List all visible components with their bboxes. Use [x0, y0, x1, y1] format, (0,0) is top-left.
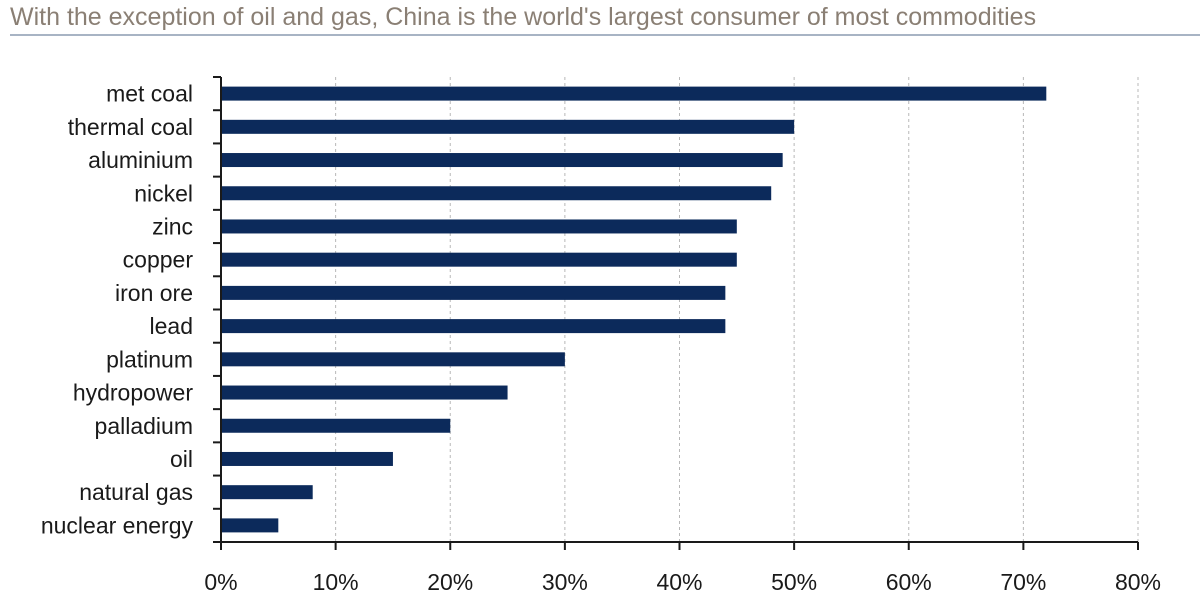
x-tick-label: 70% [1000, 569, 1046, 595]
x-tick-label: 10% [313, 569, 359, 595]
bar [221, 119, 795, 134]
category-label: natural gas [79, 479, 193, 505]
x-tick-label: 50% [771, 569, 817, 595]
category-label: nickel [134, 180, 193, 206]
category-label: lead [150, 313, 193, 339]
bar [221, 451, 393, 466]
category-label: platinum [106, 346, 193, 372]
x-tick-label: 40% [656, 569, 702, 595]
category-label: palladium [95, 413, 193, 439]
x-tick-label: 80% [1115, 569, 1161, 595]
category-label: aluminium [88, 147, 193, 173]
x-tick-label: 0% [204, 569, 237, 595]
bar [221, 153, 783, 168]
bar [221, 219, 737, 234]
x-tick-label: 30% [542, 569, 588, 595]
category-label: hydropower [73, 380, 194, 406]
category-label: met coal [106, 81, 193, 107]
bar [221, 485, 313, 500]
category-label: iron ore [115, 280, 193, 306]
category-label: zinc [152, 213, 193, 239]
category-label: thermal coal [68, 114, 193, 140]
bar [221, 518, 279, 533]
category-label: copper [123, 247, 194, 273]
bar [221, 252, 737, 267]
bar [221, 385, 508, 400]
bar [221, 319, 726, 334]
bar [221, 418, 451, 433]
category-label: nuclear energy [41, 512, 194, 538]
category-label: oil [170, 446, 193, 472]
bar [221, 285, 726, 300]
chart-title: With the exception of oil and gas, China… [10, 3, 1037, 31]
bar [221, 352, 565, 367]
x-tick-label: 20% [427, 569, 473, 595]
x-tick-label: 60% [886, 569, 932, 595]
bar [221, 86, 1047, 101]
title-underline [10, 34, 1200, 36]
bar [221, 186, 772, 201]
